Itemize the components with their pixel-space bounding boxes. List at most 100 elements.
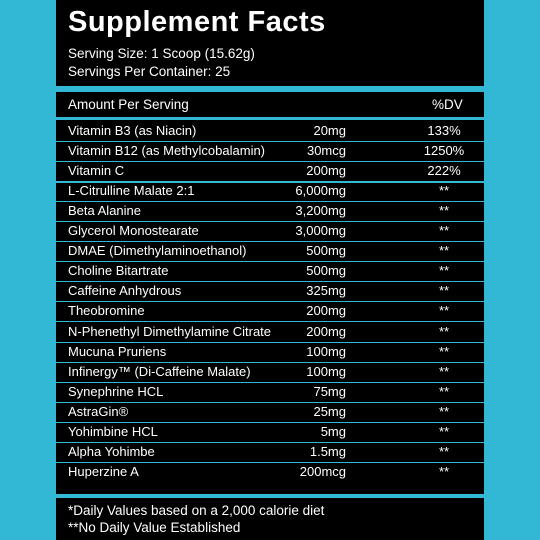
row-divider bbox=[56, 422, 484, 423]
nutrient-name: Glycerol Monostearate bbox=[68, 223, 199, 238]
nutrient-row: Vitamin B3 (as Niacin) 20mg 133% bbox=[56, 121, 484, 141]
nutrient-amount: 200mg bbox=[306, 324, 346, 339]
nutrient-amount: 6,000mg bbox=[295, 183, 346, 198]
dv-heading: %DV bbox=[432, 97, 463, 112]
nutrient-dv: 133% bbox=[427, 123, 461, 138]
thick-divider-bottom bbox=[56, 494, 484, 498]
nutrient-name: DMAE (Dimethylaminoethanol) bbox=[68, 243, 247, 258]
nutrient-dv: ** bbox=[438, 243, 450, 258]
nutrient-amount: 325mg bbox=[306, 283, 346, 298]
row-divider bbox=[56, 201, 484, 202]
row-divider bbox=[56, 181, 484, 183]
nutrient-name: Huperzine A bbox=[68, 464, 139, 479]
nutrient-amount: 3,000mg bbox=[295, 223, 346, 238]
nutrient-row: Choline Bitartrate 500mg ** bbox=[56, 261, 484, 281]
nutrient-name: L-Citrulline Malate 2:1 bbox=[68, 183, 195, 198]
serving-size: Serving Size: 1 Scoop (15.62g) bbox=[68, 46, 255, 61]
nutrient-dv: ** bbox=[438, 424, 450, 439]
row-divider bbox=[56, 161, 484, 162]
nutrient-amount: 100mg bbox=[306, 364, 346, 379]
nutrient-name: Vitamin B12 (as Methylcobalamin) bbox=[68, 143, 266, 158]
row-divider bbox=[56, 382, 484, 383]
nutrient-row: Vitamin C 200mg 222% bbox=[56, 161, 484, 181]
nutrient-name: Theobromine bbox=[68, 303, 145, 318]
nutrient-amount: 200mg bbox=[306, 163, 346, 178]
nutrient-amount: 75mg bbox=[313, 384, 346, 399]
nutrient-row: Synephrine HCL 75mg ** bbox=[56, 382, 484, 402]
row-divider bbox=[56, 442, 484, 443]
nutrient-dv: ** bbox=[438, 384, 450, 399]
row-divider bbox=[56, 362, 484, 363]
nutrient-name: Choline Bitartrate bbox=[68, 263, 169, 278]
nutrient-row: Theobromine 200mg ** bbox=[56, 301, 484, 321]
nutrient-dv: 1250% bbox=[423, 143, 465, 158]
row-divider bbox=[56, 462, 484, 463]
amount-per-serving-heading: Amount Per Serving bbox=[68, 97, 189, 112]
nutrient-dv: ** bbox=[438, 303, 450, 318]
footnote-no-daily-value: **No Daily Value Established bbox=[68, 520, 241, 535]
nutrient-dv: ** bbox=[438, 183, 450, 198]
nutrient-amount: 20mg bbox=[313, 123, 346, 138]
nutrient-dv: ** bbox=[438, 444, 450, 459]
label-title: Supplement Facts bbox=[68, 6, 326, 38]
nutrient-row: Caffeine Anhydrous 325mg ** bbox=[56, 281, 484, 301]
thick-divider-top bbox=[56, 86, 484, 92]
nutrient-dv: ** bbox=[438, 203, 450, 218]
nutrient-amount: 500mg bbox=[306, 263, 346, 278]
nutrient-amount: 1.5mg bbox=[309, 444, 346, 459]
nutrient-dv: ** bbox=[438, 223, 450, 238]
nutrient-row: AstraGin® 25mg ** bbox=[56, 402, 484, 422]
nutrient-name: Vitamin C bbox=[68, 163, 125, 178]
nutrient-dv: ** bbox=[438, 404, 450, 419]
row-divider bbox=[56, 261, 484, 262]
nutrient-name: Synephrine HCL bbox=[68, 384, 164, 399]
nutrient-dv: ** bbox=[438, 283, 450, 298]
row-divider bbox=[56, 281, 484, 282]
nutrient-amount: 5mg bbox=[320, 424, 346, 439]
nutrient-row: Huperzine A 200mcg ** bbox=[56, 462, 484, 482]
nutrient-amount: 30mcg bbox=[306, 143, 346, 158]
nutrient-dv: ** bbox=[438, 464, 450, 479]
header-divider bbox=[56, 117, 484, 120]
nutrient-amount: 100mg bbox=[306, 344, 346, 359]
nutrient-amount: 25mg bbox=[313, 404, 346, 419]
nutrient-row: DMAE (Dimethylaminoethanol) 500mg ** bbox=[56, 241, 484, 261]
footnote-daily-values: *Daily Values based on a 2,000 calorie d… bbox=[68, 503, 325, 518]
row-divider bbox=[56, 141, 484, 142]
row-divider bbox=[56, 221, 484, 222]
nutrient-row: N-Phenethyl Dimethylamine Citrate 200mg ** bbox=[56, 322, 484, 342]
nutrient-name: Caffeine Anhydrous bbox=[68, 283, 182, 298]
nutrient-row: L-Citrulline Malate 2:1 6,000mg ** bbox=[56, 181, 484, 201]
nutrient-dv: ** bbox=[438, 324, 450, 339]
nutrient-name: N-Phenethyl Dimethylamine Citrate bbox=[68, 324, 272, 339]
nutrient-row: Infinergy™ (Di-Caffeine Malate) 100mg ** bbox=[56, 362, 484, 382]
row-divider bbox=[56, 342, 484, 343]
table-header: Amount Per Serving %DV bbox=[56, 94, 484, 116]
nutrient-amount: 500mg bbox=[306, 243, 346, 258]
nutrient-row: Yohimbine HCL 5mg ** bbox=[56, 422, 484, 442]
nutrient-row: Glycerol Monostearate 3,000mg ** bbox=[56, 221, 484, 241]
nutrient-row: Mucuna Pruriens 100mg ** bbox=[56, 342, 484, 362]
nutrient-row: Vitamin B12 (as Methylcobalamin) 30mcg 125… bbox=[56, 141, 484, 161]
nutrient-dv: ** bbox=[438, 263, 450, 278]
nutrient-dv: ** bbox=[438, 344, 450, 359]
row-divider bbox=[56, 301, 484, 302]
row-divider bbox=[56, 321, 484, 322]
nutrient-amount: 3,200mg bbox=[295, 203, 346, 218]
row-divider bbox=[56, 241, 484, 242]
nutrient-name: Alpha Yohimbe bbox=[68, 444, 155, 459]
nutrient-row: Beta Alanine 3,200mg ** bbox=[56, 201, 484, 221]
nutrient-name: Mucuna Pruriens bbox=[68, 344, 167, 359]
nutrient-name: AstraGin® bbox=[68, 404, 129, 419]
nutrient-amount: 200mcg bbox=[299, 464, 346, 479]
supplement-facts-label: Supplement Facts Serving Size: 1 Scoop (… bbox=[56, 0, 484, 540]
nutrient-name: Yohimbine HCL bbox=[68, 424, 158, 439]
nutrient-dv: 222% bbox=[427, 163, 461, 178]
nutrient-name: Vitamin B3 (as Niacin) bbox=[68, 123, 197, 138]
row-divider bbox=[56, 402, 484, 403]
nutrient-row: Alpha Yohimbe 1.5mg ** bbox=[56, 442, 484, 462]
nutrient-name: Beta Alanine bbox=[68, 203, 142, 218]
nutrient-dv: ** bbox=[438, 364, 450, 379]
servings-per-container: Servings Per Container: 25 bbox=[68, 64, 231, 79]
